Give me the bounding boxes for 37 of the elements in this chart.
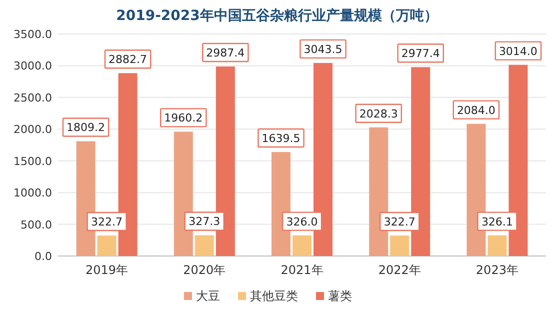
data-label: 327.3 xyxy=(188,215,220,228)
data-label: 1639.5 xyxy=(262,132,300,146)
x-tick-label: 2021年 xyxy=(280,263,324,277)
chart-title: 2019-2023年中国五谷杂粮行业产量规模（万吨） xyxy=(116,7,438,24)
y-tick-label: 1500.0 xyxy=(14,154,52,168)
data-label: 1960.2 xyxy=(164,112,203,125)
y-tick-label: 2500.0 xyxy=(14,91,52,104)
data-label: 326.1 xyxy=(481,215,513,228)
bar xyxy=(488,235,507,256)
x-tick-label: 2020年 xyxy=(183,263,226,277)
legend-label: 其他豆类 xyxy=(250,289,298,303)
y-tick-label: 0.0 xyxy=(34,250,52,263)
data-label: 1809.2 xyxy=(66,121,106,134)
data-label: 2882.7 xyxy=(108,53,148,66)
y-tick-label: 1000.0 xyxy=(14,186,52,200)
data-label: 322.7 xyxy=(91,216,123,229)
data-label: 322.7 xyxy=(384,216,416,229)
y-tick-label: 2000.0 xyxy=(14,123,52,136)
bar xyxy=(292,235,312,256)
x-tick-label: 2019年 xyxy=(86,263,128,277)
x-tick-label: 2022年 xyxy=(378,263,421,277)
data-label: 326.0 xyxy=(286,215,318,228)
y-tick-label: 500.0 xyxy=(20,218,52,232)
bar xyxy=(194,235,214,256)
x-tick-label: 2023年 xyxy=(476,263,518,277)
legend-label: 大豆 xyxy=(196,289,220,303)
data-label: 2084.0 xyxy=(456,104,496,117)
data-label: 3014.0 xyxy=(498,44,538,58)
data-label: 3043.5 xyxy=(304,42,342,56)
bar xyxy=(390,236,410,256)
y-tick-label: 3000.0 xyxy=(14,60,52,73)
data-label: 2977.4 xyxy=(401,47,440,60)
legend-label: 薯类 xyxy=(328,289,352,303)
data-label: 2028.3 xyxy=(359,107,398,120)
y-tick-label: 3500.0 xyxy=(14,28,52,41)
data-label: 2987.4 xyxy=(206,46,245,60)
bar xyxy=(97,236,116,256)
